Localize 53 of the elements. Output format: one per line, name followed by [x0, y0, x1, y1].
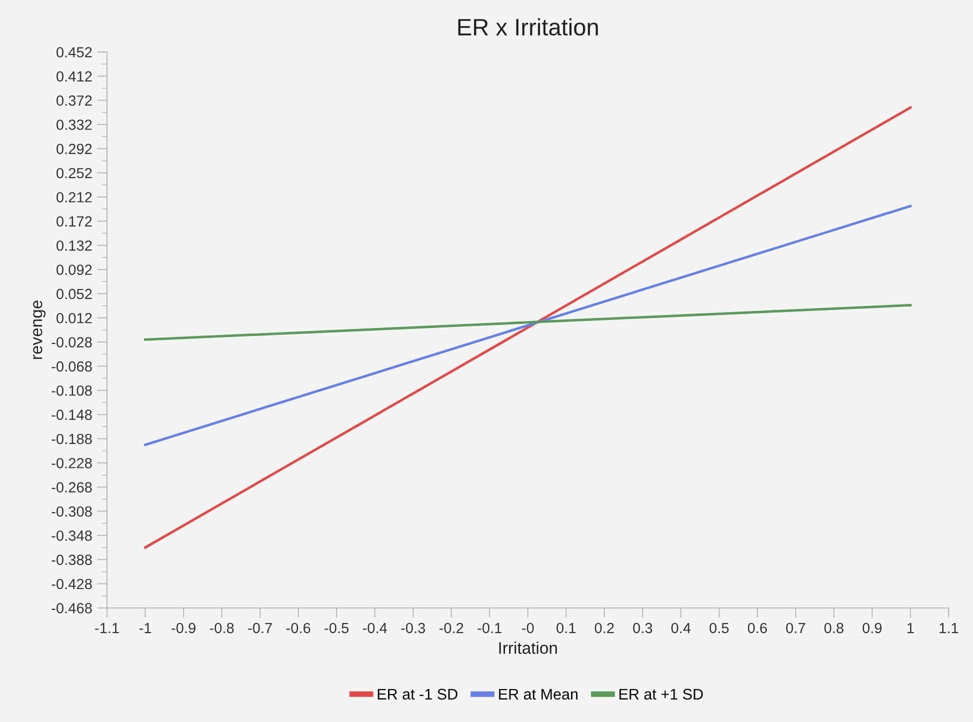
- y-tick-label: 0.092: [56, 264, 92, 275]
- x-tick-label: 1.1: [940, 623, 958, 634]
- x-tick-label: -1.1: [95, 623, 119, 634]
- y-tick-label: 0.132: [56, 240, 92, 251]
- x-tick-label: 0.6: [748, 622, 767, 634]
- legend-label: ER at +1 SD: [619, 688, 703, 700]
- x-tick-label: -0.7: [248, 622, 272, 634]
- y-tick-label: -0.188: [52, 434, 92, 444]
- x-tick-label: 0.8: [824, 622, 844, 634]
- x-axis-title: Irritation: [499, 642, 557, 654]
- y-tick-label: -0.148: [52, 410, 92, 420]
- y-tick-label: 0.252: [56, 168, 92, 178]
- x-tick-label: -0.8: [210, 622, 234, 634]
- y-tick-label: -0.428: [52, 578, 92, 590]
- x-tick-label: -0: [522, 622, 534, 634]
- y-tick-label: 0.292: [56, 144, 92, 154]
- x-tick-label: -0.2: [439, 622, 464, 634]
- x-tick-label: 1: [907, 623, 914, 634]
- x-tick-label: 0.7: [786, 622, 806, 634]
- y-tick-label: -0.068: [52, 361, 92, 372]
- y-tick-label: -0.268: [52, 482, 92, 492]
- y-tick-label: 0.452: [56, 47, 92, 58]
- y-tick-label: 0.412: [56, 71, 92, 82]
- x-tick-label: -0.4: [362, 622, 387, 634]
- x-tick-label: 0.4: [671, 622, 691, 634]
- x-tick-label: 0.5: [710, 622, 729, 634]
- x-tick-label: 0.2: [594, 622, 614, 634]
- legend-label: ER at -1 SD: [378, 688, 458, 700]
- chart-title: ER x Irritation: [458, 18, 598, 36]
- x-tick-label: -0.6: [286, 622, 310, 634]
- legend-label: ER at Mean: [499, 688, 578, 700]
- y-tick-label: -0.388: [52, 554, 92, 566]
- x-tick-label: -0.3: [401, 622, 426, 634]
- y-tick-label: -0.468: [52, 603, 92, 614]
- y-tick-label: 0.052: [56, 288, 92, 300]
- y-tick-label: -0.228: [52, 458, 92, 468]
- x-tick-label: 0.1: [556, 622, 576, 634]
- y-tick-label: 0.012: [56, 312, 92, 324]
- x-tick-label: -0.9: [172, 622, 196, 634]
- x-tick-label: -0.1: [478, 622, 502, 634]
- y-tick-label: -0.308: [52, 506, 92, 517]
- y-tick-label: -0.028: [52, 337, 92, 348]
- y-tick-label: 0.372: [56, 95, 92, 106]
- x-tick-label: -0.5: [324, 622, 349, 634]
- x-tick-label: 0.3: [633, 622, 652, 634]
- y-axis-title: revenge: [33, 300, 46, 359]
- x-tick-label: -1: [139, 623, 152, 634]
- x-tick-label: 0.9: [862, 622, 882, 634]
- y-tick-label: 0.172: [56, 216, 92, 227]
- y-tick-label: -0.108: [52, 385, 92, 396]
- y-tick-label: -0.348: [52, 530, 92, 541]
- y-tick-label: 0.332: [56, 120, 92, 130]
- y-tick-label: 0.212: [56, 192, 92, 202]
